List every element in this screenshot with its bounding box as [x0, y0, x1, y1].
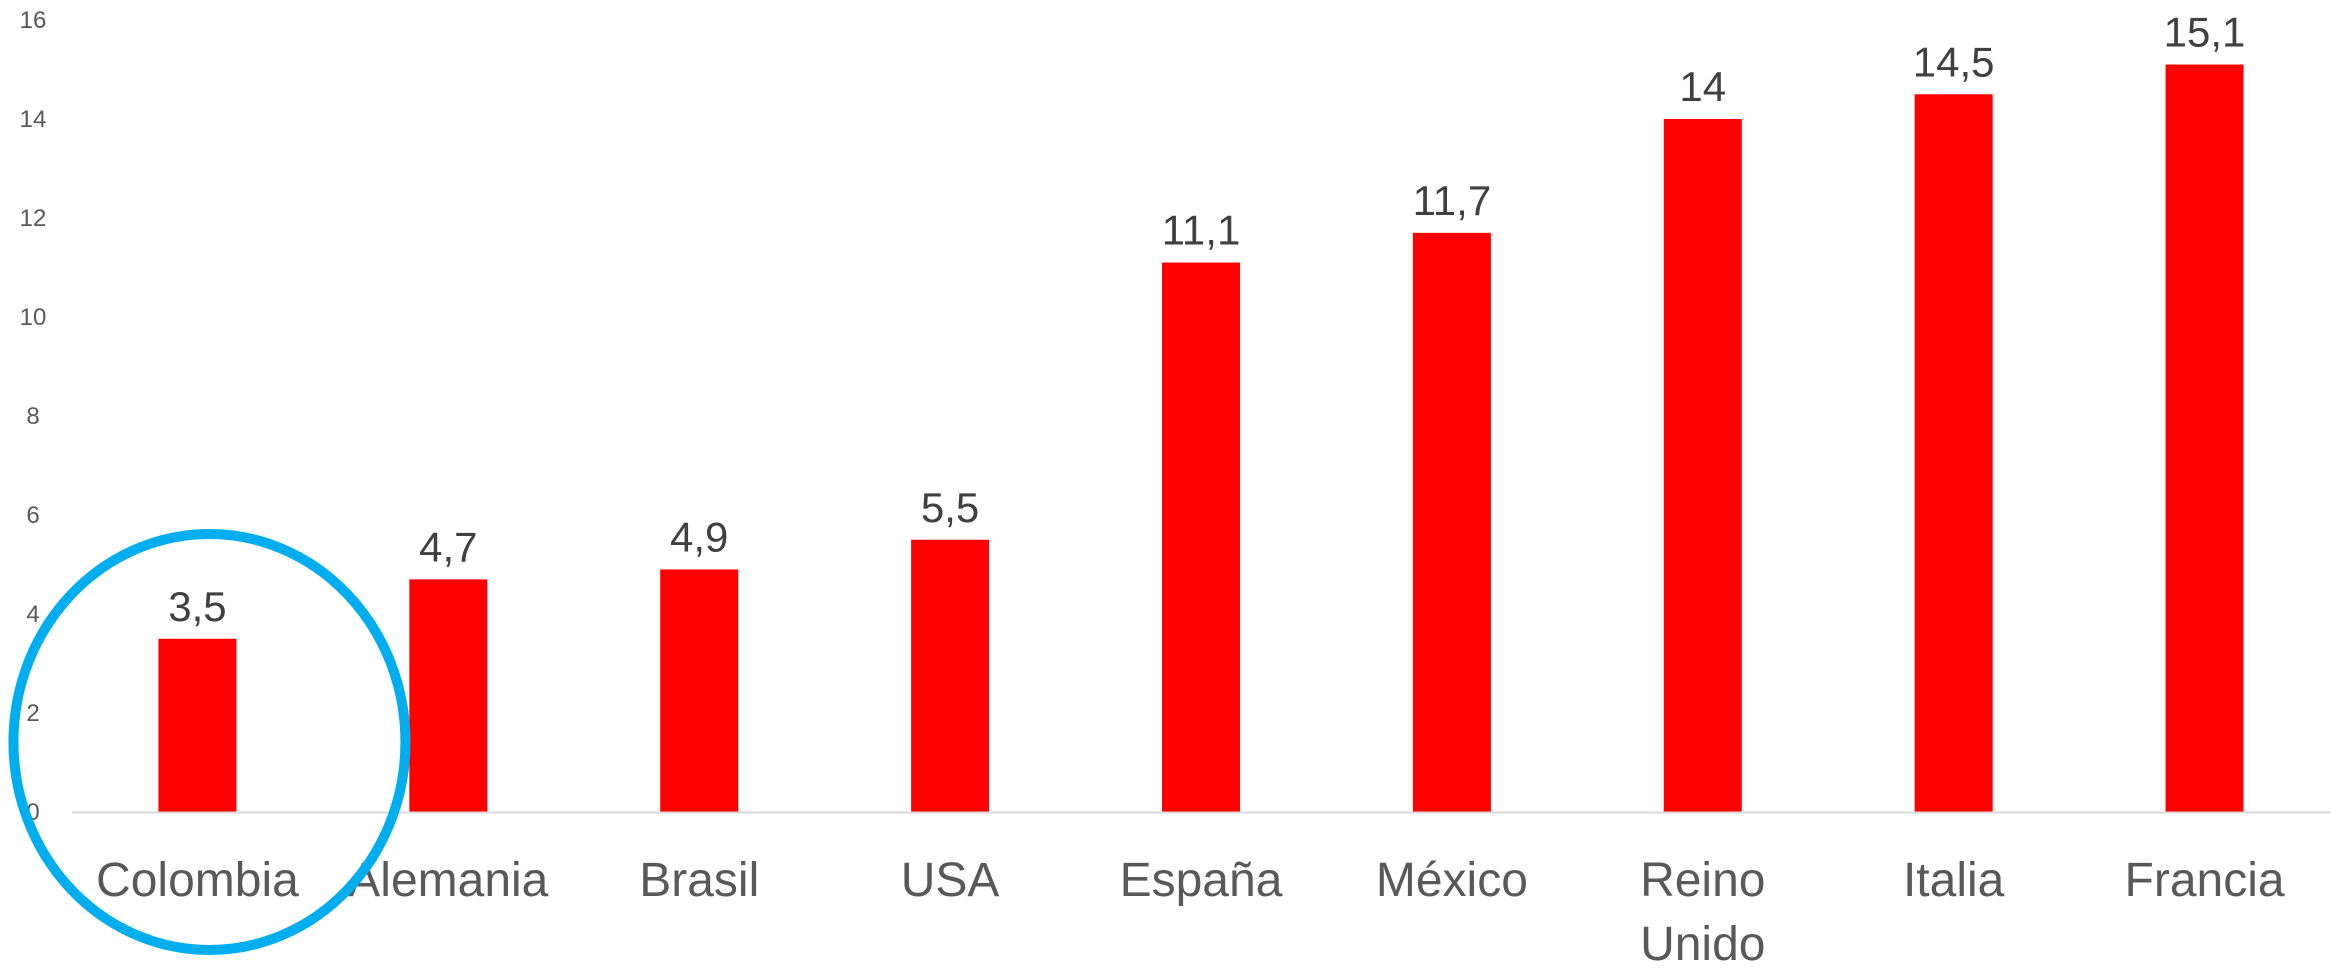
x-tick-label-line: Colombia: [96, 854, 299, 907]
x-tick-label: México: [1376, 854, 1528, 907]
y-tick-label: 8: [26, 403, 39, 430]
data-label: 4,9: [670, 513, 728, 560]
bar: [1914, 94, 1993, 812]
bar: [1663, 119, 1742, 812]
x-tick-label-line: Reino: [1640, 854, 1765, 907]
x-tick-label-line: Alemania: [348, 854, 548, 907]
data-labels: 3,5 4,7 4,9 5,5 11,1 11,7 14 14,5 15,1: [168, 9, 2245, 630]
data-label: 3,5: [168, 583, 226, 630]
data-label: 14: [1679, 63, 1726, 110]
bar: [409, 579, 488, 812]
x-tick-label: Colombia: [96, 854, 299, 907]
bar: [660, 569, 739, 812]
x-axis: Colombia Alemania Brasil USA España México Rei…: [96, 854, 2285, 971]
data-label: 14,5: [1913, 38, 1995, 85]
y-tick-label: 16: [20, 7, 47, 34]
x-tick-label-line: Unido: [1640, 918, 1765, 966]
y-tick-label: 6: [26, 502, 39, 529]
data-label: 5,5: [921, 484, 979, 531]
bar-series: [158, 64, 2244, 813]
x-tick-label-line: Francia: [2125, 854, 2285, 907]
highlight-circle: [8, 529, 411, 955]
y-tick-label: 4: [26, 601, 39, 628]
x-tick-label: Francia: [2125, 854, 2285, 907]
x-tick-label: España: [1120, 854, 1283, 907]
x-tick-label: Brasil: [639, 854, 759, 907]
bar: [158, 638, 237, 812]
x-tick-label-line: México: [1376, 854, 1528, 907]
x-tick-label: Reino Unido: [1640, 854, 1765, 966]
data-label: 15,1: [2164, 9, 2246, 56]
highlight-layer: [8, 529, 411, 955]
y-tick-label: 14: [20, 106, 47, 133]
bar: [911, 539, 990, 812]
data-label: 11,7: [1413, 177, 1492, 224]
x-tick-label-line: Italia: [1903, 854, 2005, 907]
x-tick-label-line: España: [1120, 854, 1283, 907]
bar: [2165, 64, 2244, 813]
y-tick-label: 12: [20, 205, 47, 232]
y-tick-label: 2: [26, 700, 39, 727]
bar: [1412, 232, 1491, 813]
y-tick-label: 10: [20, 304, 47, 331]
x-tick-label: Alemania: [348, 854, 548, 907]
data-label: 4,7: [419, 523, 477, 570]
x-tick-label: Italia: [1903, 854, 2005, 907]
x-tick-label: USA: [901, 854, 1000, 907]
x-tick-label-line: Brasil: [639, 854, 759, 907]
x-tick-label-line: USA: [901, 854, 1000, 907]
data-label: 11,1: [1162, 207, 1241, 254]
bar: [1162, 262, 1240, 812]
